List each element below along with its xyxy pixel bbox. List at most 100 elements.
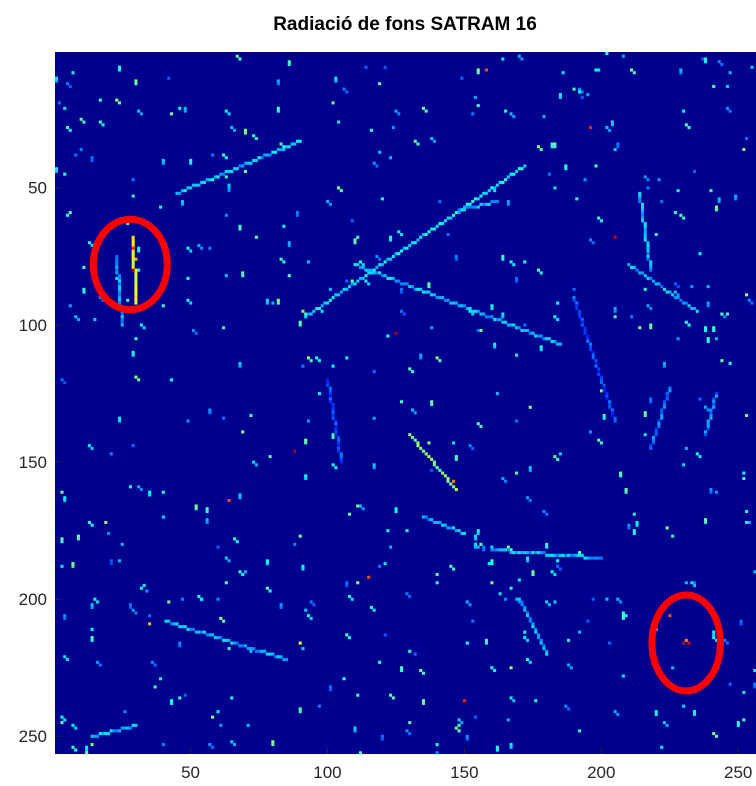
track-pixel [441,523,445,527]
noise-pixel [572,87,576,91]
track-pixel [452,301,456,305]
track-pixel [556,342,560,346]
track-pixel [435,466,439,470]
track-pixel [430,293,434,297]
track-pixel [578,312,582,316]
track-pixel [191,183,195,187]
track-pixel [534,627,538,631]
noise-pixel [161,490,165,494]
track-pixel [575,304,579,308]
track-pixel [164,619,168,623]
track-pixel [131,265,135,269]
noise-pixel [109,559,113,563]
track-pixel [495,548,499,552]
noise-pixel [717,197,721,201]
track-pixel [421,232,425,237]
noise-pixel [528,466,532,470]
noise-pixel [137,249,141,253]
noise-pixel [613,315,617,319]
noise-pixel [408,594,412,598]
noise-pixel [148,490,152,494]
noise-pixel [145,589,149,593]
track-pixel [517,167,521,171]
noise-pixel [131,194,135,198]
track-pixel [416,238,420,242]
track-pixel [386,257,390,261]
track-pixel [542,551,546,555]
noise-pixel [599,441,603,445]
noise-pixel [673,211,677,215]
noise-pixel [430,137,434,141]
track-pixel [380,263,384,267]
noise-pixel [170,112,174,116]
track-pixel [665,290,669,294]
noise-pixel [189,249,193,253]
track-pixel [249,647,253,651]
noise-pixel [597,438,601,442]
track-pixel [263,649,267,653]
track-pixel [454,211,458,215]
noise-pixel [553,186,557,190]
noise-pixel [725,641,729,645]
track-pixel [646,254,650,258]
track-pixel [676,296,680,300]
noise-pixel [295,211,300,215]
noise-pixel [616,597,620,601]
track-pixel [649,446,653,450]
noise-pixel [400,290,404,294]
noise-pixel [449,564,453,568]
track-pixel [208,178,212,182]
track-pixel [101,732,105,736]
track-pixel [200,180,204,184]
noise-pixel [386,529,390,533]
track-pixel [410,285,415,289]
noise-pixel [476,104,480,108]
track-pixel [389,257,393,261]
noise-pixel [632,512,636,516]
track-pixel [632,265,636,269]
track-pixel [471,205,475,209]
track-pixel [463,205,467,209]
noise-pixel [252,460,256,464]
noise-pixel [397,112,401,116]
noise-pixel [679,68,683,72]
noise-pixel [189,158,193,162]
track-pixel [575,301,579,305]
track-pixel [232,167,237,171]
noise-pixel [126,222,130,226]
noise-pixel [265,586,269,590]
track-pixel [120,312,124,316]
track-pixel [274,655,278,659]
track-pixel [287,145,291,149]
track-pixel [391,276,395,280]
track-pixel [457,211,461,215]
noise-pixel [501,312,505,316]
track-pixel [331,411,335,415]
track-pixel [668,389,672,393]
noise-pixel [567,638,571,642]
noise-pixel [703,520,708,524]
track-pixel [660,285,664,289]
noise-pixel [693,581,697,585]
noise-pixel [536,145,540,149]
track-pixel [364,268,368,272]
noise-pixel [556,564,560,568]
track-pixel [640,208,645,212]
track-pixel [134,279,138,283]
noise-pixel [594,68,598,72]
noise-pixel [515,279,519,283]
noise-pixel [495,745,499,749]
track-pixel [586,556,590,560]
track-pixel [293,142,297,146]
noise-pixel [232,743,237,747]
track-pixel [709,416,713,420]
track-pixel [465,202,469,206]
noise-pixel [706,285,710,289]
track-pixel [230,641,234,645]
track-pixel [131,252,135,256]
noise-pixel [348,512,352,516]
noise-pixel [197,594,201,598]
track-pixel [328,386,332,390]
track-pixel [356,279,360,283]
noise-pixel [74,748,78,752]
